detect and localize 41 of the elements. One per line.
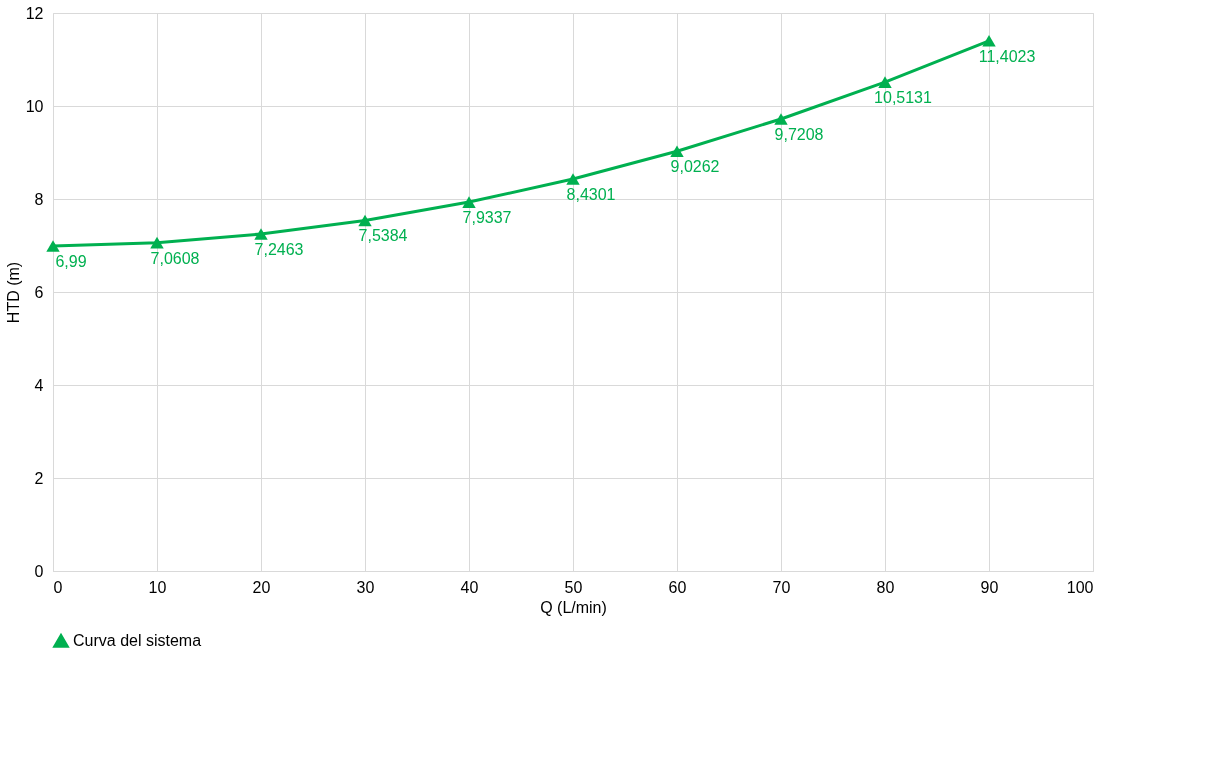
point — [358, 214, 372, 227]
point — [254, 228, 268, 240]
x-tick-label: 0 — [53, 578, 63, 596]
legend-label: Curva del sistema — [73, 632, 202, 649]
data-label: 8,4301 — [566, 186, 616, 203]
x-tick-label: 80 — [876, 578, 895, 596]
data-label: 9,0262 — [670, 158, 720, 176]
y-axis-title: HTD (m) — [4, 261, 22, 324]
x-tick-label: 40 — [460, 578, 479, 596]
point — [670, 145, 684, 158]
point — [462, 196, 476, 208]
x-tick-label: 100 — [1066, 578, 1094, 596]
data-label: 11,4023 — [978, 47, 1036, 65]
data-label: 7,0608 — [150, 249, 200, 267]
data-label: 7,9337 — [462, 209, 512, 227]
y-tick-label: 12 — [25, 4, 44, 22]
x-tick-label: 60 — [668, 578, 687, 596]
point — [566, 173, 580, 185]
x-tick-label: 90 — [980, 578, 999, 596]
point — [774, 113, 788, 125]
data-label: 7,5384 — [358, 227, 408, 245]
y-tick-label: 0 — [34, 562, 44, 580]
data-label: 6,99 — [55, 252, 87, 270]
point — [150, 236, 164, 249]
x-tick-label: 30 — [356, 578, 375, 596]
x-tick-label: 20 — [252, 578, 271, 596]
x-axis-title: Q (L/min) — [540, 598, 607, 616]
data-label: 9,7208 — [774, 125, 824, 143]
point — [878, 76, 892, 88]
y-tick-label: 10 — [25, 97, 44, 115]
data-label: 10,5131 — [874, 89, 933, 107]
point — [46, 240, 60, 252]
data-label: 7,2463 — [254, 241, 304, 259]
y-tick-label: 6 — [34, 283, 44, 301]
y-tick-label: 2 — [34, 469, 44, 487]
x-tick-label: 70 — [772, 578, 791, 596]
x-tick-label: 50 — [564, 578, 583, 596]
y-tick-label: 8 — [34, 190, 44, 208]
point — [982, 34, 996, 47]
x-tick-label: 10 — [148, 578, 167, 596]
y-tick-label: 4 — [34, 376, 44, 394]
